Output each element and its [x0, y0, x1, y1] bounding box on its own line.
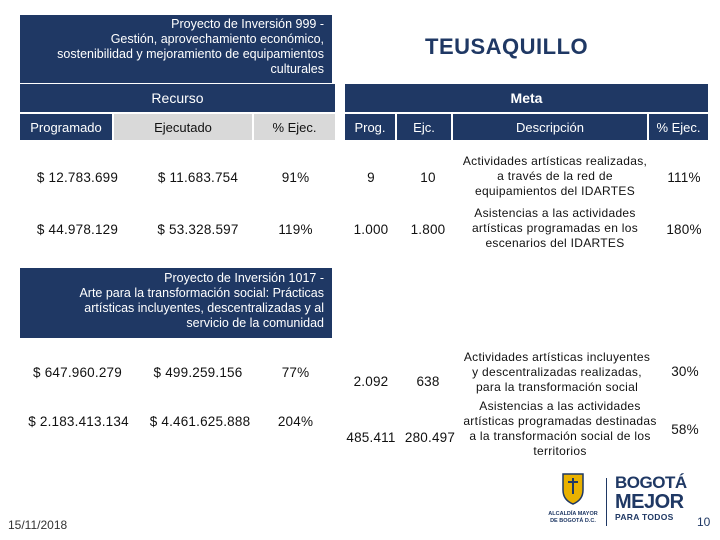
header-descripcion: Descripción [453, 114, 647, 140]
p2-row1-pct: 77% [281, 364, 310, 380]
p1-row1-pct-meta: 111% [667, 169, 701, 185]
p2-row1-ejecutado: $ 499.259.156 [153, 364, 243, 380]
brand-line-3: PARA TODOS [615, 512, 674, 522]
header-ejc-text: Ejc. [413, 119, 435, 135]
footer-bar [0, 462, 720, 540]
recurso-label-text: Recurso [151, 90, 204, 106]
p2-row1-desc-line-2: y descentralizadas realizadas, [472, 364, 642, 379]
p1-row2-pct: 119% [278, 221, 313, 237]
p1-row2-ejc: 1.800 [410, 221, 446, 237]
project-1017-line-2: Arte para la transformación social: Prác… [79, 286, 324, 300]
p1-row2-desc-line-1: Asistencias a las actividades [474, 205, 636, 220]
coat-of-arms-icon [562, 473, 584, 505]
header-pct-ejec-meta: % Ejec. [649, 114, 708, 140]
p2-row2-prog: 485.411 [346, 429, 396, 445]
p1-row2-desc-line-3: escenarios del IDARTES [485, 235, 625, 250]
p2-row1-pct-meta: 30% [671, 363, 699, 379]
p1-row1-description: Actividades artísticas realizadas, a tra… [453, 152, 657, 200]
alcaldia-line-1: ALCALDÍA MAYOR [548, 511, 598, 517]
p2-row2-desc-line-3: a la transformación social de los [469, 429, 651, 443]
header-ejecutado-text: Ejecutado [154, 119, 212, 135]
header-pct-ejec-meta-text: % Ejec. [656, 119, 701, 135]
p1-row2-ejecutado: $ 53.328.597 [157, 221, 239, 237]
p2-row2-ejc: 280.497 [404, 429, 456, 445]
meta-label-text: Meta [510, 90, 543, 106]
project-1017-line-1: Proyecto de Inversión 1017 - [164, 271, 324, 285]
p1-row1-desc-line-2: a través de la red de [497, 168, 613, 183]
bogota-mejor-logo: BOGOTÁ MEJOR PARA TODOS [615, 474, 695, 530]
p2-row1-desc-line-3: para la transformación social [475, 379, 639, 394]
locality-title: TEUSAQUILLO [425, 34, 589, 59]
p2-row2-desc-line-1: Asistencias a las actividades [479, 399, 641, 413]
header-pct-ejec-text: % Ejec. [272, 119, 317, 135]
p1-row2-description: Asistencias a las actividades artísticas… [453, 204, 657, 252]
project-1017-line-3: artísticas incluyentes, descentralizadas… [84, 301, 324, 315]
header-pct-ejec: % Ejec. [254, 114, 335, 140]
p2-row1-description: Actividades artísticas incluyentes y des… [453, 348, 661, 396]
header-prog: Prog. [345, 114, 395, 140]
header-programado: Programado [20, 114, 112, 140]
p2-row2-pct-meta: 58% [671, 421, 699, 437]
p1-row1-desc-line-3: equipamientos del IDARTES [474, 183, 636, 198]
p2-row1-prog: 2.092 [353, 373, 389, 389]
p1-row1-programado: $ 12.783.699 [36, 169, 119, 185]
brand-line-2: MEJOR [615, 491, 684, 513]
p2-row1-ejc: 638 [416, 373, 440, 389]
alcaldia-logo: ALCALDÍA MAYOR DE BOGOTÁ D.C. [548, 472, 598, 532]
meta-label: Meta [345, 84, 708, 112]
project-999-line-1: Proyecto de Inversión 999 - [171, 17, 324, 31]
header-descripcion-text: Descripción [516, 119, 584, 135]
p2-row2-description: Asistencias a las actividades artísticas… [458, 398, 662, 460]
p1-row1-desc-line-1: Actividades artísticas realizadas, [462, 153, 648, 168]
p1-row1-ejecutado: $ 11.683.754 [157, 169, 239, 185]
p1-row2-desc-line-2: artísticas programadas en los [471, 220, 639, 235]
header-ejc: Ejc. [397, 114, 451, 140]
p2-row2-desc-line-2: artísticas programadas destinadas [463, 414, 657, 428]
p1-row2-programado: $ 44.978.129 [36, 221, 119, 237]
p1-row1-pct: 91% [281, 169, 310, 185]
header-programado-text: Programado [30, 119, 102, 135]
header-prog-text: Prog. [354, 119, 386, 135]
project-999-line-2: Gestión, aprovechamiento económico, [110, 32, 324, 46]
project-1017-line-4: servicio de la comunidad [186, 316, 324, 330]
p1-row1-ejc: 10 [420, 169, 436, 185]
p1-row2-pct-meta: 180% [666, 221, 702, 237]
p1-row2-prog: 1.000 [353, 221, 389, 237]
alcaldia-line-2: DE BOGOTÁ D.C. [550, 518, 596, 524]
p2-row2-pct: 204% [277, 413, 314, 429]
project-999-banner: Proyecto de Inversión 999 - Gestión, apr… [20, 15, 332, 83]
p2-row2-ejecutado: $ 4.461.625.888 [149, 413, 251, 429]
project-1017-banner: Proyecto de Inversión 1017 - Arte para l… [20, 268, 332, 338]
logo-divider [606, 478, 607, 526]
page-number: 10 [697, 515, 711, 529]
p2-row2-desc-line-4: territorios [533, 444, 587, 458]
recurso-label: Recurso [20, 84, 335, 112]
p2-row1-desc-line-1: Actividades artísticas incluyentes [463, 349, 651, 364]
p2-row2-programado: $ 2.183.413.134 [28, 413, 129, 429]
header-ejecutado: Ejecutado [114, 114, 252, 140]
project-999-line-3: sostenibilidad y mejoramiento de equipam… [57, 47, 324, 61]
p2-row1-programado: $ 647.960.279 [33, 364, 122, 380]
footer-date: 15/11/2018 [8, 518, 68, 532]
p1-row1-prog: 9 [367, 169, 375, 185]
brand-line-1: BOGOTÁ [615, 473, 687, 492]
project-999-line-4: culturales [270, 62, 325, 76]
